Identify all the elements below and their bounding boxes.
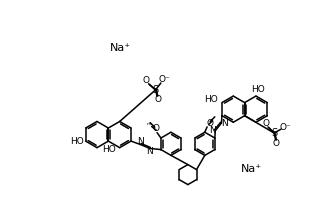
Text: O⁻: O⁻ <box>159 75 170 84</box>
Text: S: S <box>271 128 277 138</box>
Text: HO: HO <box>102 145 116 155</box>
Text: N: N <box>137 137 144 146</box>
Text: N: N <box>209 126 215 135</box>
Text: O: O <box>207 118 214 128</box>
Text: O: O <box>152 124 159 133</box>
Text: ₘ: ₘ <box>146 120 151 126</box>
Text: Na⁺: Na⁺ <box>241 164 261 174</box>
Text: S: S <box>153 85 158 95</box>
Text: O: O <box>154 95 161 104</box>
Text: HO: HO <box>204 95 218 104</box>
Text: O⁻: O⁻ <box>279 123 291 132</box>
Text: HO: HO <box>70 137 84 146</box>
Text: O: O <box>262 119 269 128</box>
Text: N: N <box>221 118 228 128</box>
Text: N: N <box>146 147 153 156</box>
Text: O: O <box>273 139 280 148</box>
Text: O: O <box>143 76 150 85</box>
Text: Na⁺: Na⁺ <box>110 43 131 53</box>
Text: HO: HO <box>251 85 264 94</box>
